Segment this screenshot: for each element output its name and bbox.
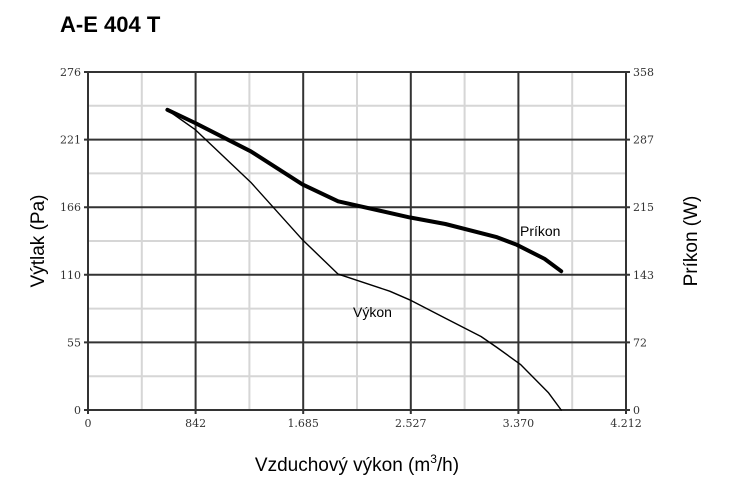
x-tick-label: 2.527	[395, 417, 427, 430]
y-tick-label: 110	[60, 269, 81, 282]
y-tick-label: 276	[60, 66, 81, 79]
x-tick-label: 1.685	[287, 417, 319, 430]
series-label-vykon: Výkon	[353, 304, 392, 320]
y2-tick-label: 72	[633, 336, 647, 349]
y2-tick-label: 358	[633, 66, 654, 79]
y2-tick-label: 143	[633, 269, 654, 282]
y-tick-label: 166	[60, 201, 81, 214]
x-tick-label: 842	[185, 417, 206, 430]
y2-tick-label: 0	[633, 404, 640, 417]
x-tick-label: 0	[85, 417, 92, 430]
series-line-prikon	[165, 107, 564, 274]
y2-axis-label: Príkon (W)	[681, 196, 702, 287]
chart-title: A-E 404 T	[60, 12, 161, 37]
series-line-vykon	[166, 109, 562, 411]
y-tick-label: 55	[67, 336, 81, 349]
x-axis-label: Vzduchový výkon (m3/h)	[255, 452, 459, 476]
x-tick-label: 3.370	[503, 417, 535, 430]
y-tick-label: 0	[74, 404, 81, 417]
x-tick-label: 4.212	[610, 417, 642, 430]
series-label-prikon: Príkon	[520, 223, 560, 239]
y2-tick-label: 287	[633, 134, 654, 147]
y-axis-label: Výtlak (Pa)	[28, 195, 49, 288]
y2-tick-label: 215	[633, 201, 654, 214]
y-tick-label: 221	[60, 134, 81, 147]
